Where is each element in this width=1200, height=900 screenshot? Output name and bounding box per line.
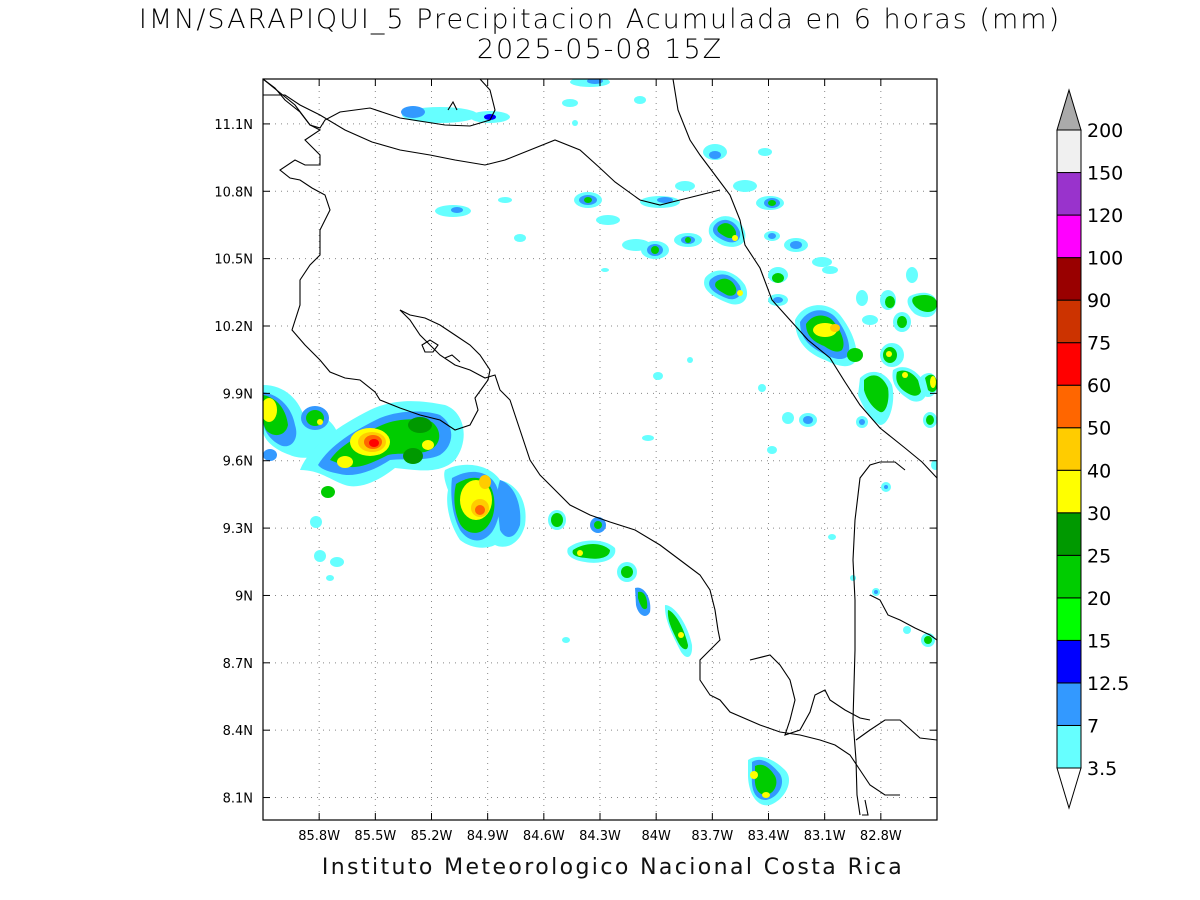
rain-cell-gulf-nicoya [444, 464, 526, 548]
coastline-borders [263, 79, 937, 816]
panama-coast [855, 719, 937, 741]
legend-label: 3.5 [1087, 758, 1117, 780]
nicoya-gulf-coast [399, 309, 900, 796]
x-tick-label: 83.4W [748, 829, 790, 844]
y-tick-label: 11.1N [214, 118, 253, 133]
y-tick-label: 10.2N [214, 320, 253, 335]
legend-label: 90 [1087, 290, 1111, 312]
map-title: IMN/SARAPIQUI_5 Precipitacion Acumulada … [138, 4, 1062, 35]
legend-label: 200 [1087, 120, 1123, 142]
legend-label: 15 [1087, 630, 1111, 652]
legend-label: 25 [1087, 545, 1111, 567]
map-timestamp: 2025-05-08 15Z [476, 34, 724, 65]
nicaragua-caribbean-coast [672, 79, 937, 479]
x-tick-label: 83.7W [691, 829, 733, 844]
legend-label: 50 [1087, 418, 1111, 440]
legend-swatch [1056, 214, 1082, 259]
peninsula-tip [862, 799, 869, 816]
x-tick-label: 82.8W [860, 829, 902, 844]
bay-inlet [444, 354, 461, 363]
y-tick-label: 10.5N [214, 253, 253, 268]
legend-label: 150 [1087, 163, 1123, 185]
x-tick-label: 85.2W [411, 829, 453, 844]
y-tick-label: 8.7N [223, 657, 253, 672]
x-axis: 85.8W 85.5W 85.2W 84.9W 84.6W 84.3W 84W 83.7W 83… [298, 79, 902, 844]
x-tick-label: 84W [641, 829, 671, 844]
legend-swatch [1056, 512, 1082, 556]
legend-min-arrow [1056, 767, 1082, 810]
rain-cells-north [401, 79, 838, 306]
y-axis: 8.1N 8.4N 8.7N 9N 9.3N 9.6N 9.9N 10.2N 10.5N 10.8… [214, 118, 937, 807]
rain-cells-pacific-coast [548, 510, 693, 657]
graticule-grid [263, 79, 937, 820]
nicaragua-border [263, 94, 721, 206]
y-tick-label: 9N [235, 589, 253, 604]
rain-cell-osa [748, 756, 790, 806]
precipitation-field [263, 79, 937, 806]
legend-label: 20 [1087, 588, 1111, 610]
small-island-north [447, 100, 458, 111]
legend-swatch [1056, 427, 1082, 471]
legend-label: 120 [1087, 205, 1123, 227]
osa-peninsula [749, 654, 871, 736]
legend-label: 60 [1087, 375, 1111, 397]
x-tick-label: 84.6W [523, 829, 565, 844]
legend-label: 40 [1087, 460, 1111, 482]
bocas-coast [869, 594, 937, 641]
y-tick-label: 8.4N [223, 724, 253, 739]
map-plot-area [263, 79, 937, 820]
y-tick-label: 9.6N [223, 455, 253, 470]
x-tick-label: 85.5W [354, 829, 396, 844]
x-tick-label: 85.8W [298, 829, 340, 844]
rain-cell-west-coast [263, 385, 340, 461]
legend-swatch [1056, 597, 1082, 641]
legend-swatch [1056, 554, 1082, 599]
color-legend: 3.5 7 12.5 15 20 25 30 40 50 60 75 90 100 120 150 200 [1056, 88, 1129, 810]
legend-label: 7 [1087, 715, 1099, 737]
legend-swatch [1056, 129, 1082, 174]
x-tick-label: 84.3W [579, 829, 621, 844]
legend-label: 30 [1087, 503, 1111, 525]
legend-swatch [1056, 639, 1082, 684]
legend-label: 75 [1087, 333, 1111, 355]
y-tick-label: 9.3N [223, 522, 253, 537]
rain-cells-caribbean-coast [310, 267, 937, 647]
x-tick-label: 83.1W [804, 829, 846, 844]
legend-swatch [1056, 724, 1082, 769]
y-tick-label: 10.8N [214, 185, 253, 200]
legend-swatch [1056, 682, 1082, 726]
legend-swatch [1056, 172, 1082, 216]
footer-credit: Instituto Meteorologico Nacional Costa R… [321, 855, 905, 880]
legend-swatch [1056, 469, 1082, 514]
legend-swatch [1056, 257, 1082, 301]
legend-swatch [1056, 342, 1082, 386]
rain-cell-nicoya-north [300, 401, 464, 498]
legend-max-arrow [1056, 88, 1082, 131]
y-tick-label: 8.1N [223, 792, 253, 807]
panama-border [852, 461, 906, 816]
pacific-coast-north [263, 79, 491, 431]
x-tick-label: 84.9W [467, 829, 509, 844]
legend-swatch [1056, 384, 1082, 429]
nicoya-island [421, 339, 439, 353]
legend-label: 100 [1087, 248, 1123, 270]
legend-swatch [1056, 299, 1082, 344]
y-tick-label: 9.9N [223, 387, 253, 402]
legend-label: 12.5 [1087, 673, 1129, 695]
